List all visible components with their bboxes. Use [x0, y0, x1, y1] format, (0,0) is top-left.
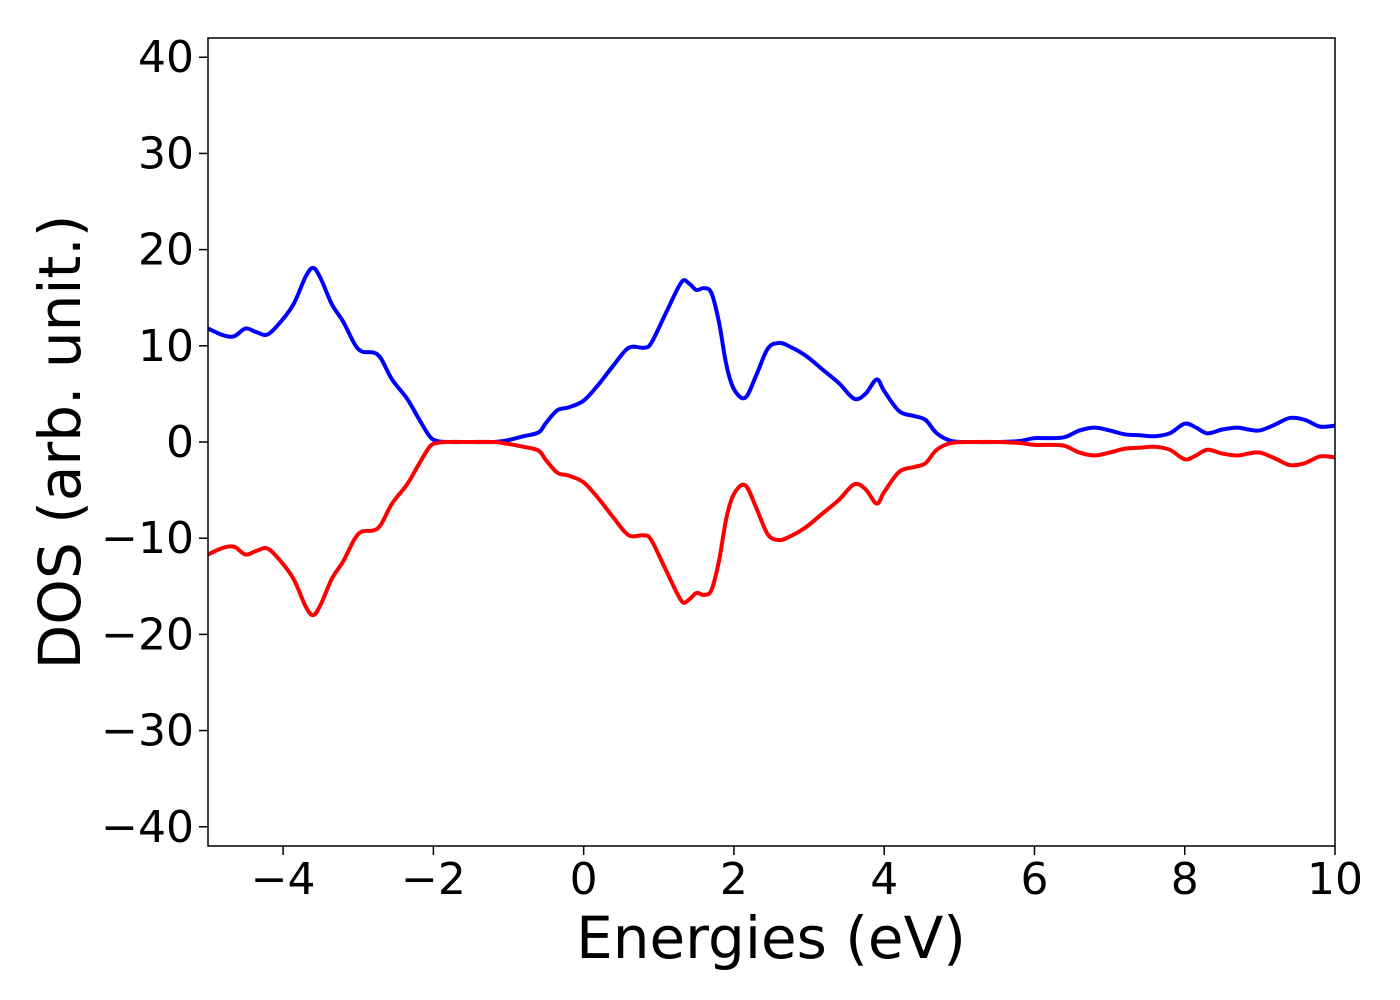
- y-tick-label: −20: [101, 609, 194, 660]
- x-tick-label: −4: [251, 854, 316, 905]
- series-line-down: [208, 439, 1335, 618]
- x-tick-label: 2: [720, 854, 748, 905]
- y-axis-label: DOS (arb. unit.): [26, 215, 94, 670]
- x-tick-label: 6: [1020, 854, 1048, 905]
- y-tick-label: −30: [101, 706, 194, 757]
- series-line-up: [208, 265, 1335, 445]
- x-tick-label: 8: [1171, 854, 1199, 905]
- y-tick-label: 0: [166, 417, 194, 468]
- y-tick-label: −40: [101, 802, 194, 853]
- y-tick-label: 20: [138, 225, 194, 276]
- x-axis-label: Energies (eV): [576, 904, 966, 972]
- x-tick-label: 0: [570, 854, 598, 905]
- y-tick-label: 30: [138, 128, 194, 179]
- y-tick-label: 40: [138, 32, 194, 83]
- plot-area: [208, 38, 1335, 846]
- y-tick-label: −10: [101, 513, 194, 564]
- y-tick-label: 10: [138, 321, 194, 372]
- x-tick-label: −2: [401, 854, 466, 905]
- x-tick-label: 10: [1307, 854, 1363, 905]
- x-tick-label: 4: [870, 854, 898, 905]
